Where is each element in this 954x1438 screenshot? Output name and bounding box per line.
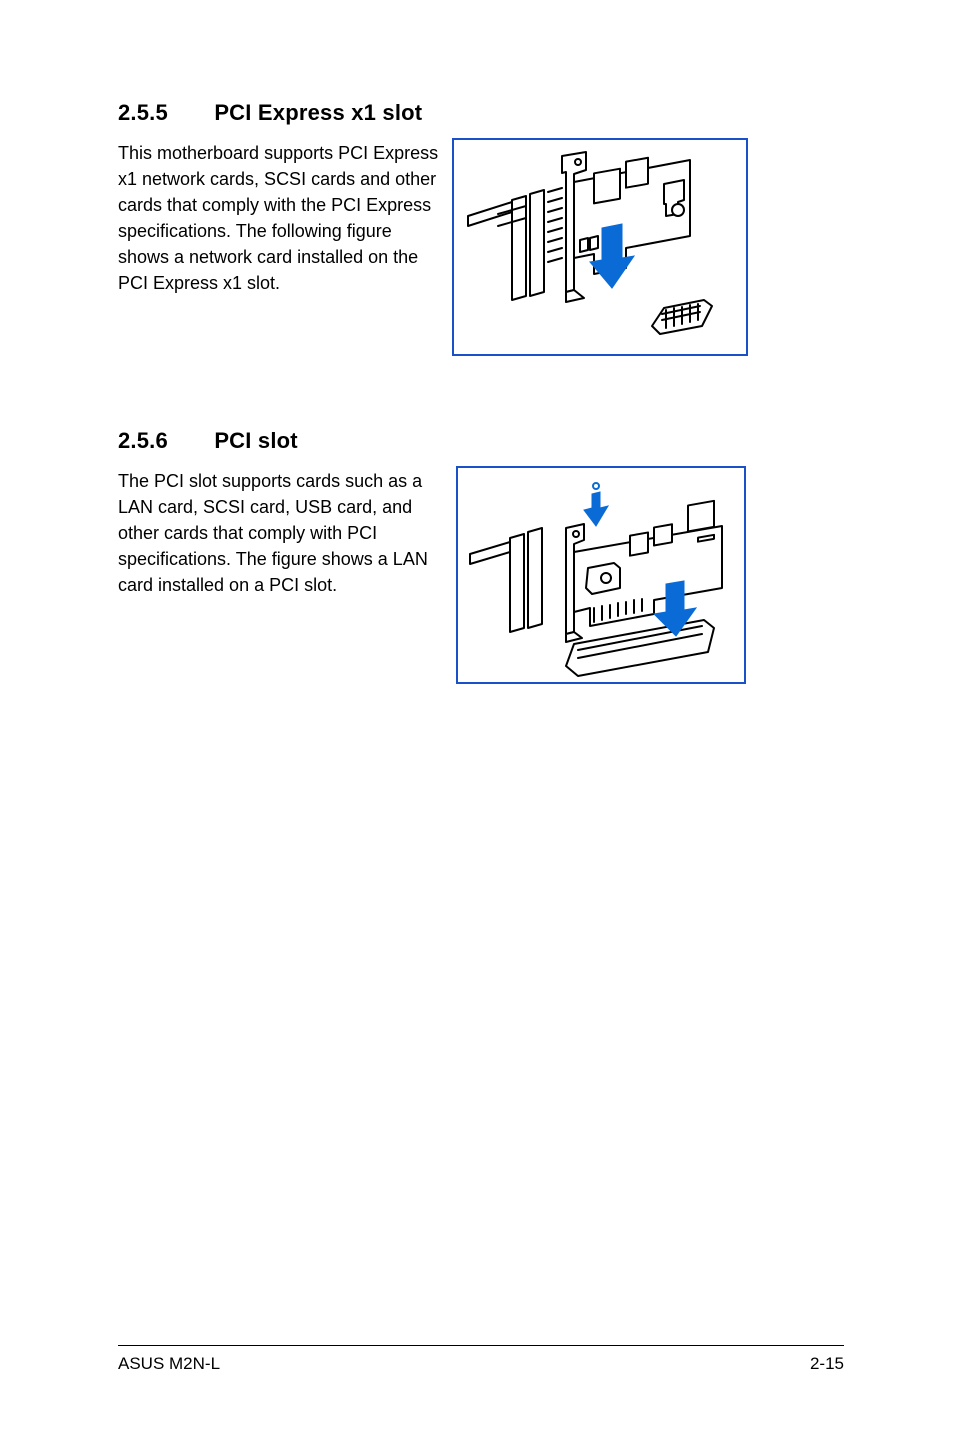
section-row: The PCI slot supports cards such as a LA… <box>118 468 844 684</box>
section-number: 2.5.6 <box>118 428 208 454</box>
figure-pcie-x1 <box>452 138 748 356</box>
section-body: The PCI slot supports cards such as a LA… <box>118 468 456 598</box>
arrow-down-icon <box>584 483 608 526</box>
section-title: PCI Express x1 slot <box>214 100 422 125</box>
footer-right: 2-15 <box>810 1354 844 1374</box>
section-row: This motherboard supports PCI Express x1… <box>118 140 844 356</box>
page: 2.5.5 PCI Express x1 slot This motherboa… <box>0 0 954 1438</box>
footer-left: ASUS M2N-L <box>118 1354 220 1374</box>
section-heading: 2.5.5 PCI Express x1 slot <box>118 100 844 126</box>
section-pcie-x1: 2.5.5 PCI Express x1 slot This motherboa… <box>118 100 844 356</box>
figure-pci <box>456 466 746 684</box>
section-pci: 2.5.6 PCI slot The PCI slot supports car… <box>118 428 844 684</box>
page-footer: ASUS M2N-L 2-15 <box>118 1345 844 1374</box>
section-number: 2.5.5 <box>118 100 208 126</box>
figure-svg <box>454 140 746 354</box>
section-heading: 2.5.6 PCI slot <box>118 428 844 454</box>
section-title: PCI slot <box>214 428 298 453</box>
section-body: This motherboard supports PCI Express x1… <box>118 140 450 296</box>
figure-svg <box>458 468 744 682</box>
